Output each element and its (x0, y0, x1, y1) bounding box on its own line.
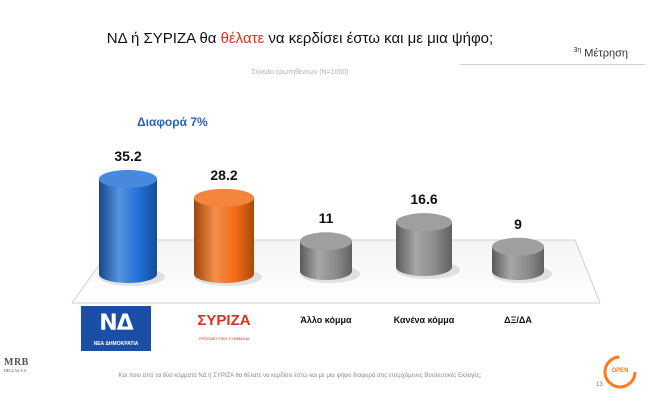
category-label: Άλλο κόμμα (300, 315, 352, 325)
chart-title: ΝΔ ή ΣΥΡΙΖΑ θα θέλατε να κερδίσει έστω κ… (0, 30, 600, 47)
value-label: 35.2 (114, 147, 142, 164)
bar-top (99, 169, 157, 188)
page-number: 13 (596, 382, 603, 388)
nd-logo: ΝΔ ΝΕΑ ΔΗΜΟΚΡΑΤΙΑ (81, 306, 151, 351)
open-logo-text: OPEN (611, 368, 629, 374)
bar (492, 246, 544, 280)
measurement-sup: 3η (573, 47, 582, 54)
title-part-1: ΝΔ ή ΣΥΡΙΖΑ θα (106, 30, 221, 47)
title-highlight: θέλατε (220, 30, 265, 47)
difference-label: Διαφορά 7% (137, 115, 208, 129)
measurement-text: Μέτρηση (584, 47, 628, 60)
bar (99, 178, 157, 283)
category-label: Κανένα κόμμα (393, 315, 455, 325)
value-label: 16.6 (410, 191, 438, 208)
bar-top (194, 188, 254, 207)
syriza-logo-mark: ΣΥΡΙΖΑ (197, 312, 251, 329)
nd-logo-sub: ΝΕΑ ΔΗΜΟΚΡΑΤΙΑ (93, 341, 139, 347)
value-label: 28.2 (210, 166, 238, 183)
mrb-logo: MRB HELLAS S.A. (4, 357, 34, 373)
value-label: 11 (318, 210, 334, 227)
sample-note: Σύνολο ερωτηθέντων (Ν=1000) (251, 69, 349, 76)
open-logo: OPEN (600, 352, 640, 392)
open-logo-ring-icon (603, 355, 637, 389)
value-label: 9 (514, 215, 522, 232)
syriza-logo: ΣΥΡΙΖΑ ΠΡΟΟΔΕΥΤΙΚΗ ΣΥΜΜΑΧΙΑ (186, 306, 262, 348)
footer-note: Και ποιο από τα δύο κόμματα ΝΔ ή ΣΥΡΙΖΑ … (118, 373, 482, 379)
title-part-2: να κερδίσει έστω και με μια ψήφο; (264, 30, 494, 47)
bar (300, 241, 352, 280)
bar (396, 222, 452, 276)
bar-top (396, 213, 452, 232)
header-divider (460, 64, 645, 65)
bars-group (99, 169, 552, 286)
nd-logo-mark: ΝΔ (99, 311, 133, 336)
bar-top (492, 237, 544, 256)
mrb-logo-sub: HELLAS S.A. (4, 368, 28, 373)
mrb-logo-text: MRB (4, 357, 29, 368)
bar (194, 197, 254, 283)
category-label: ΔΞ/ΔΑ (504, 315, 532, 325)
bar-top (300, 232, 352, 251)
syriza-logo-sub: ΠΡΟΟΔΕΥΤΙΚΗ ΣΥΜΜΑΧΙΑ (198, 336, 250, 341)
measurement-label: 3η Μέτρηση (573, 47, 628, 60)
